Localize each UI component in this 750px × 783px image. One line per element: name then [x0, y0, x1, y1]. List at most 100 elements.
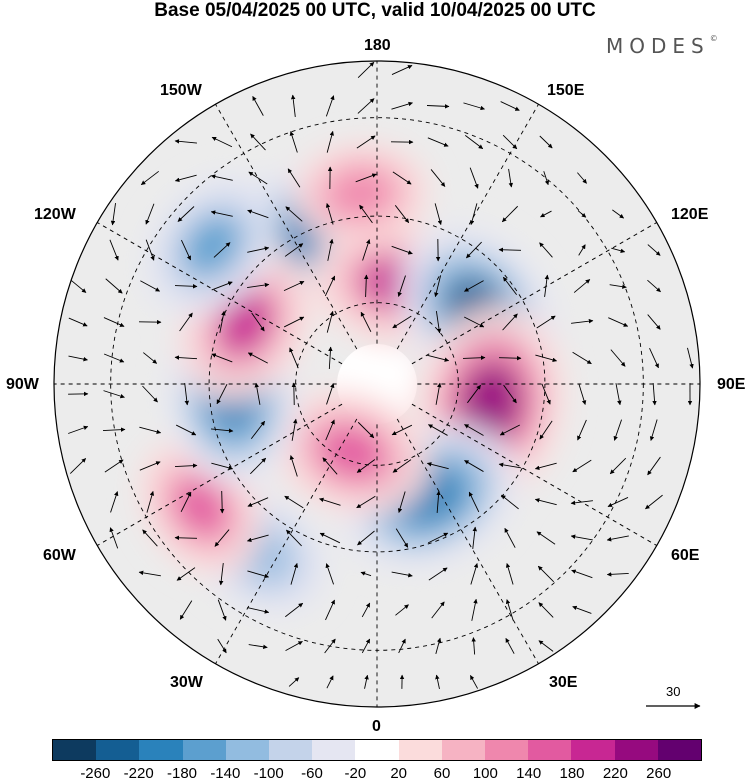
wind-vector-175: [468, 491, 480, 513]
colorbar-swatch-14: [657, 740, 702, 760]
colorbar-tick-label: 260: [646, 765, 672, 782]
wind-vector-227: [398, 638, 406, 654]
wind-vector-64: [647, 244, 661, 256]
wind-vector-37: [210, 210, 233, 217]
wind-vector-193: [536, 531, 556, 545]
wind-vector-150: [139, 461, 161, 471]
wind-vector-148: [69, 458, 87, 474]
wind-vector-55: [327, 238, 334, 261]
wind-vector-114: [687, 347, 694, 369]
wind-vector-28: [392, 171, 412, 185]
wind-vector-81: [647, 279, 661, 293]
wind-vector-102: [174, 355, 198, 360]
wind-vector-155: [322, 457, 338, 475]
wind-vector-153: [249, 457, 267, 475]
map-disc: [54, 61, 700, 707]
wind-vector-48: [612, 209, 625, 219]
wind-vector-30: [469, 167, 479, 189]
wind-vector-176: [501, 494, 519, 510]
wind-vector-160: [498, 462, 521, 469]
colorbar: [52, 739, 702, 761]
wind-vector-17: [427, 137, 449, 147]
colorbar-tick-label: 60: [433, 765, 451, 782]
wind-vector-206: [505, 563, 514, 585]
wind-vector-236: [435, 674, 440, 690]
wind-vector-168: [219, 490, 225, 514]
wind-vector-233: [326, 675, 334, 689]
wind-vector-162: [572, 459, 592, 473]
wind-vector-105: [289, 347, 299, 369]
wind-vector-218: [471, 598, 478, 621]
wind-vector-146: [613, 419, 622, 441]
lon-label-90w: 90W: [6, 376, 39, 393]
wind-vector-61: [539, 242, 553, 258]
wind-vector-63: [611, 247, 626, 253]
meridian-60: [411, 403, 657, 546]
wind-vector-9: [500, 101, 520, 111]
colorbar-swatch-1: [96, 740, 140, 760]
wind-vector-116: [103, 390, 125, 399]
wind-vector-169: [247, 497, 269, 507]
colorbar-tick-label: -140: [210, 765, 241, 782]
wind-vector-145: [577, 419, 587, 441]
wind-vector-209: [606, 572, 629, 577]
wind-vector-177: [534, 498, 557, 506]
wind-vector-161: [534, 462, 557, 470]
wind-vector-140: [391, 424, 413, 436]
meridian-330: [215, 418, 358, 664]
wind-vector-237: [470, 675, 478, 689]
wind-vector-67: [140, 280, 161, 292]
wind-vector-184: [214, 529, 230, 547]
wind-vector-172: [356, 495, 376, 509]
wind-vector-187: [319, 532, 341, 544]
wind-vector-134: [175, 424, 197, 436]
wind-vector-32: [543, 171, 550, 186]
wind-vector-92: [435, 311, 442, 334]
wind-vector-98: [647, 314, 661, 330]
colorbar-swatch-6: [312, 740, 356, 760]
wind-vector-7: [426, 104, 450, 109]
wind-vector-51: [180, 239, 192, 261]
wind-vector-230: [505, 637, 515, 654]
lon-label-60e: 60E: [671, 547, 700, 564]
wind-vector-25: [287, 168, 301, 188]
wind-vector-173: [397, 491, 406, 513]
wind-vector-20: [539, 135, 553, 149]
wind-vector-94: [502, 313, 518, 331]
wind-vector-34: [110, 203, 116, 226]
logo-text: MODES: [606, 34, 710, 58]
wind-vector-45: [502, 205, 518, 223]
wind-vector-106: [328, 346, 333, 370]
wind-vector-231: [538, 640, 554, 652]
wind-vector-95: [536, 315, 556, 329]
lon-label-90e: 90E: [717, 376, 746, 393]
colorbar-swatch-3: [182, 740, 226, 760]
wind-vector-216: [395, 604, 409, 616]
wind-vector-197: [176, 567, 196, 581]
wind-vector-18: [464, 134, 484, 150]
wind-vector-21: [140, 170, 159, 186]
wind-vector-142: [464, 424, 484, 436]
wind-vector-128: [615, 383, 622, 406]
wind-vector-192: [504, 527, 516, 548]
wind-vector-24: [248, 171, 268, 185]
wind-vector-91: [392, 315, 412, 329]
wind-vector-228: [435, 637, 442, 654]
wind-vector-113: [649, 347, 659, 369]
wind-vector-85: [179, 312, 193, 332]
lon-label-30w: 30W: [170, 674, 203, 691]
wind-vector-100: [103, 353, 125, 363]
colorbar-swatch-8: [398, 740, 442, 760]
wind-vector-101: [143, 352, 158, 364]
wind-vector-111: [572, 351, 592, 365]
wind-vector-29: [430, 169, 446, 187]
wind-vector-70: [247, 282, 270, 289]
wind-vector-43: [434, 203, 442, 226]
wind-vector-87: [251, 312, 265, 332]
wind-vector-151: [174, 463, 198, 468]
wind-vector-214: [325, 599, 335, 621]
wind-vector-147: [649, 419, 658, 441]
wind-vector-186: [286, 529, 302, 547]
wind-vector-165: [110, 491, 119, 513]
wind-vector-133: [139, 426, 162, 434]
